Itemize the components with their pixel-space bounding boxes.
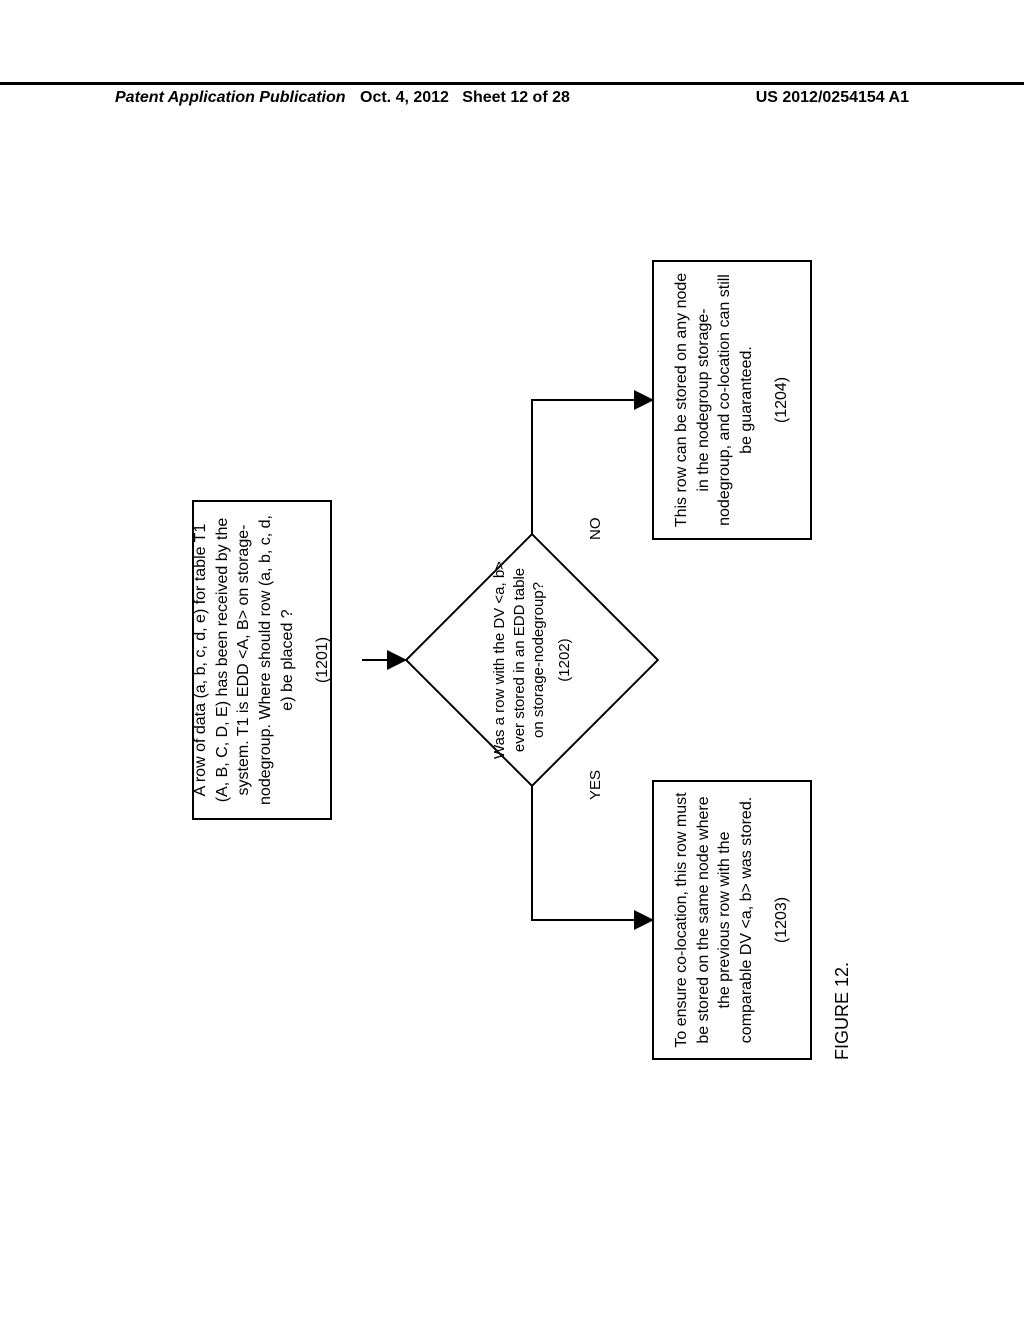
figure-label: FIGURE 12. — [832, 962, 853, 1060]
flowchart-arrows — [192, 260, 832, 1060]
header-publication: Patent Application Publication — [0, 89, 360, 107]
diagram-canvas: A row of data (a, b, c, d, e) for table … — [192, 260, 832, 1060]
page-header: Patent Application Publication Oct. 4, 2… — [0, 82, 1024, 107]
header-date: Oct. 4, 2012 Sheet 12 of 28 — [360, 89, 660, 107]
header-pubno: US 2012/0254154 A1 — [660, 89, 1024, 107]
